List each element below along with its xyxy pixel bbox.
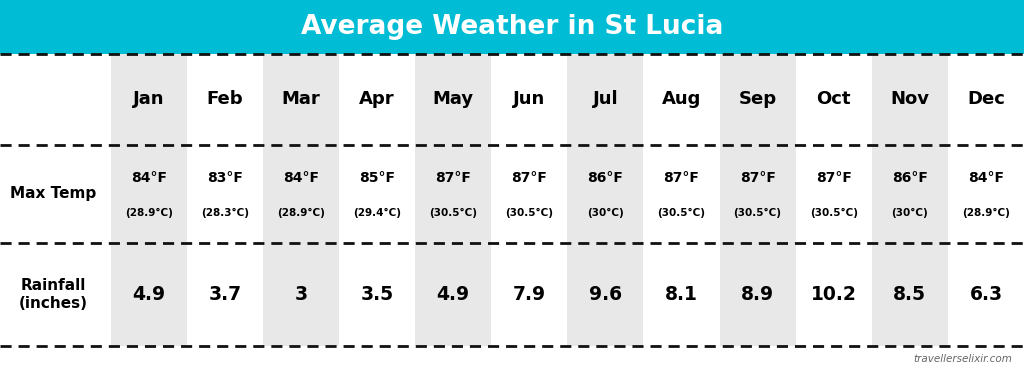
- Text: 8.1: 8.1: [665, 285, 698, 304]
- Text: 84°F: 84°F: [283, 171, 318, 185]
- Bar: [0, 0, 1024, 54]
- Text: (30.5°C): (30.5°C): [429, 208, 477, 218]
- Bar: [0, 54, 1024, 346]
- Text: Dec: Dec: [967, 90, 1005, 108]
- Text: travellerselixir.com: travellerselixir.com: [912, 354, 1012, 364]
- Text: Oct: Oct: [816, 90, 851, 108]
- Bar: [111, 54, 186, 346]
- Text: (28.9°C): (28.9°C): [276, 208, 325, 218]
- Text: (28.9°C): (28.9°C): [962, 208, 1010, 218]
- Bar: [643, 54, 720, 346]
- Text: Aug: Aug: [662, 90, 701, 108]
- Text: (30°C): (30°C): [587, 208, 624, 218]
- Text: (28.9°C): (28.9°C): [125, 208, 173, 218]
- Text: Jun: Jun: [513, 90, 546, 108]
- Text: 86°F: 86°F: [588, 171, 624, 185]
- Text: (28.3°C): (28.3°C): [201, 208, 249, 218]
- Text: (30.5°C): (30.5°C): [657, 208, 706, 218]
- Text: Jan: Jan: [133, 90, 165, 108]
- Text: (30.5°C): (30.5°C): [810, 208, 858, 218]
- Text: Nov: Nov: [890, 90, 930, 108]
- Text: 87°F: 87°F: [739, 171, 775, 185]
- Bar: [492, 54, 567, 346]
- Text: 4.9: 4.9: [436, 285, 470, 304]
- Bar: [339, 54, 415, 346]
- Text: 8.5: 8.5: [893, 285, 927, 304]
- Text: (30.5°C): (30.5°C): [505, 208, 553, 218]
- Text: Rainfall
(inches): Rainfall (inches): [18, 279, 88, 311]
- Text: (30.5°C): (30.5°C): [733, 208, 781, 218]
- Text: 84°F: 84°F: [131, 171, 167, 185]
- Text: 3.7: 3.7: [208, 285, 242, 304]
- Text: 9.6: 9.6: [589, 285, 622, 304]
- Text: 83°F: 83°F: [207, 171, 243, 185]
- Text: Mar: Mar: [282, 90, 321, 108]
- Text: 87°F: 87°F: [435, 171, 471, 185]
- Text: Sep: Sep: [738, 90, 776, 108]
- Bar: [796, 54, 871, 346]
- Text: (29.4°C): (29.4°C): [353, 208, 401, 218]
- Text: Apr: Apr: [359, 90, 395, 108]
- Text: 10.2: 10.2: [811, 285, 857, 304]
- Text: 4.9: 4.9: [132, 285, 165, 304]
- Bar: [871, 54, 948, 346]
- Text: 84°F: 84°F: [968, 171, 1004, 185]
- Bar: [567, 54, 643, 346]
- Text: Feb: Feb: [207, 90, 243, 108]
- Text: 3.5: 3.5: [360, 285, 393, 304]
- Text: 85°F: 85°F: [359, 171, 395, 185]
- Bar: [948, 54, 1024, 346]
- Text: (30°C): (30°C): [892, 208, 928, 218]
- Text: 86°F: 86°F: [892, 171, 928, 185]
- Text: Jul: Jul: [593, 90, 618, 108]
- Bar: [186, 54, 263, 346]
- Text: 8.9: 8.9: [741, 285, 774, 304]
- Text: 87°F: 87°F: [664, 171, 699, 185]
- Bar: [415, 54, 492, 346]
- Bar: [263, 54, 339, 346]
- Text: Average Weather in St Lucia: Average Weather in St Lucia: [301, 14, 723, 40]
- Text: 7.9: 7.9: [513, 285, 546, 304]
- Bar: [720, 54, 796, 346]
- Text: 3: 3: [294, 285, 307, 304]
- Text: 6.3: 6.3: [970, 285, 1002, 304]
- Text: May: May: [432, 90, 474, 108]
- Text: Max Temp: Max Temp: [10, 187, 96, 201]
- Text: 87°F: 87°F: [816, 171, 852, 185]
- Text: 87°F: 87°F: [511, 171, 547, 185]
